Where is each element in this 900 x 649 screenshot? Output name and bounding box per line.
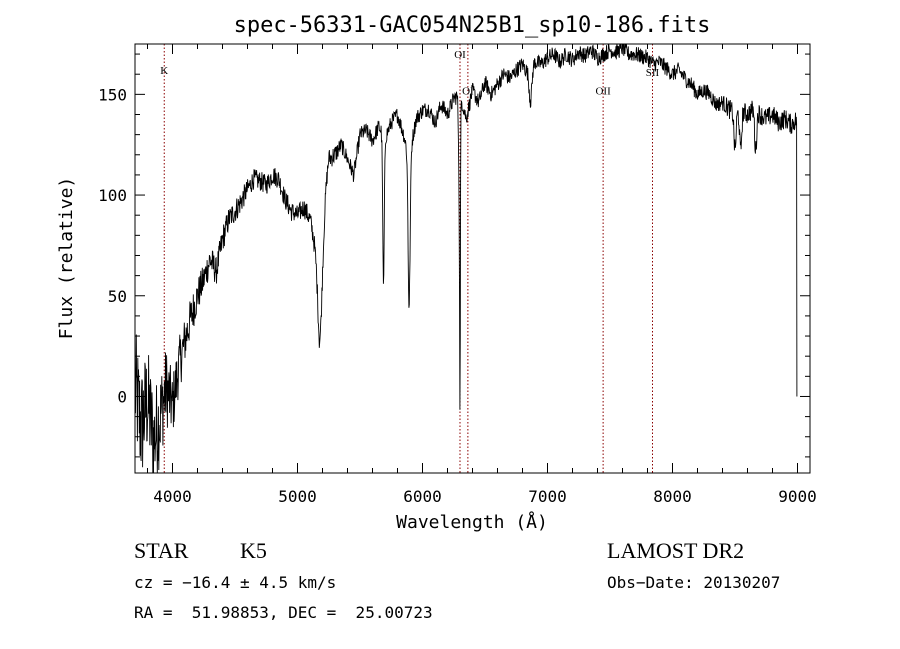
y-tick-labels: 0 50 100 150: [98, 85, 127, 406]
line-marker-label: K: [160, 65, 168, 77]
redshift-text: cz = −16.4 ± 4.5 km/s: [134, 573, 337, 592]
survey-label: LAMOST DR2: [607, 538, 745, 563]
x-axis-label: Wavelength (Å): [396, 511, 548, 533]
x-tick-labels: 4000 5000 6000 7000 8000 9000: [153, 487, 817, 506]
line-marker-label: OII: [595, 85, 611, 97]
y-axis-label: Flux (relative): [56, 177, 77, 340]
x-tick-label: 5000: [278, 487, 317, 506]
y-tick-label: 0: [117, 387, 127, 406]
x-tick-label: 7000: [528, 487, 567, 506]
y-tick-label: 150: [98, 85, 127, 104]
x-tick-label: 9000: [778, 487, 817, 506]
y-tick-label: 50: [108, 287, 127, 306]
object-class: STAR: [134, 538, 189, 563]
obs-date-text: Obs−Date: 20130207: [607, 573, 781, 592]
chart-title: spec-56331-GAC054N25B1_sp10-186.fits: [234, 13, 711, 38]
line-marker-label: SII: [646, 67, 660, 79]
spectrum-series: [135, 44, 798, 473]
x-tick-label: 4000: [153, 487, 192, 506]
line-marker-label: OI: [454, 49, 466, 61]
axis-ticks: [135, 44, 810, 473]
coordinates-text: RA = 51.98853, DEC = 25.00723: [134, 603, 433, 622]
line-marker-label: OI: [462, 85, 474, 97]
plot-frame: [134, 43, 811, 474]
x-tick-label: 8000: [653, 487, 692, 506]
object-subclass: K5: [240, 538, 267, 563]
y-tick-label: 100: [98, 186, 127, 205]
spectrum-line: [135, 44, 798, 473]
x-tick-label: 6000: [403, 487, 442, 506]
